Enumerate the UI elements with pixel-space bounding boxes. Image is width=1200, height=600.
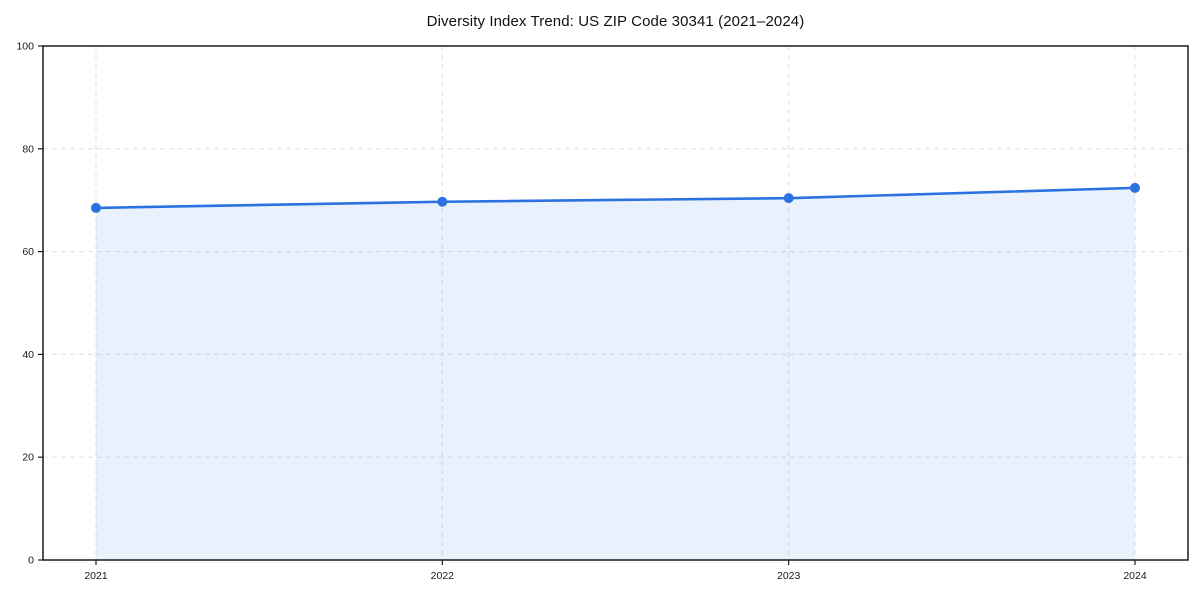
y-tick-label: 20 xyxy=(22,452,34,464)
chart-title: Diversity Index Trend: US ZIP Code 30341… xyxy=(426,13,805,30)
trend-line xyxy=(94,186,1137,210)
y-tick-label: 0 xyxy=(28,555,34,567)
x-tick-label: 2021 xyxy=(84,570,108,582)
x-tick-label: 2022 xyxy=(431,570,455,582)
data-point-marker xyxy=(783,193,794,204)
data-point-marker xyxy=(1130,182,1140,193)
data-point-marker xyxy=(91,202,101,213)
data-point-marker xyxy=(437,196,448,207)
x-tick-label: 2024 xyxy=(1123,570,1147,582)
plot-border xyxy=(42,45,1189,561)
y-tick-label: 100 xyxy=(16,41,34,53)
y-tick-label: 80 xyxy=(22,143,34,155)
y-tick-label: 40 xyxy=(22,349,34,361)
y-tick-label: 60 xyxy=(22,246,34,258)
x-tick-label: 2023 xyxy=(777,570,801,582)
area-fill xyxy=(96,187,1135,560)
